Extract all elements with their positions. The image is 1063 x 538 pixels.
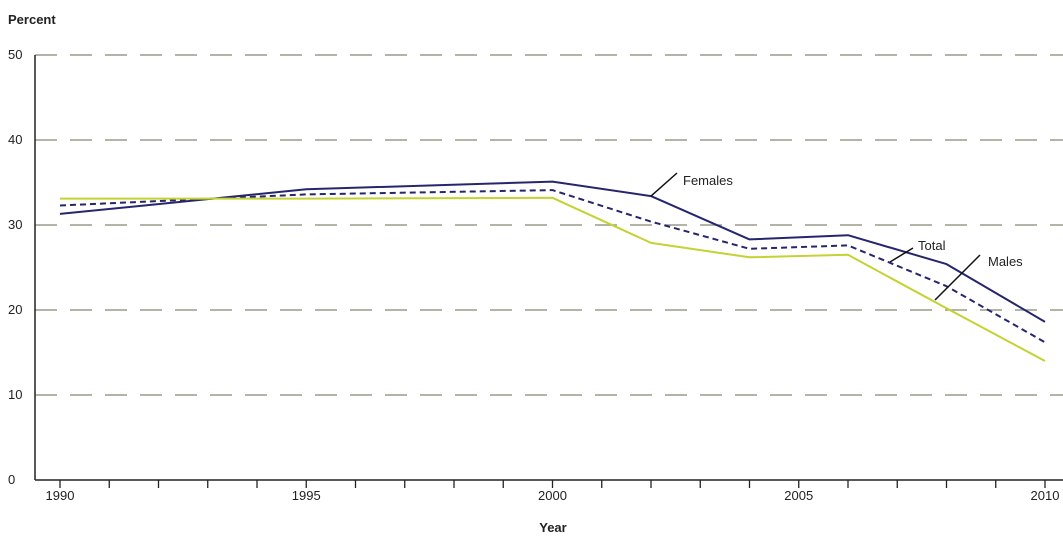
series-line-females <box>59 180 1046 323</box>
y-tick-label: 30 <box>8 217 22 232</box>
annotation-females: Females <box>683 173 733 188</box>
x-tick-label: 2005 <box>784 488 813 503</box>
series-lines <box>59 180 1046 362</box>
annotations: Females Total Males <box>650 172 1023 301</box>
annotation-leader-males <box>934 254 981 301</box>
annotation-total: Total <box>918 238 946 253</box>
x-tick-label: 1995 <box>292 488 321 503</box>
x-tick-label: 2000 <box>538 488 567 503</box>
series-line-total <box>59 189 1046 344</box>
y-tick-label: 10 <box>8 387 22 402</box>
x-axis-title: Year <box>539 520 566 535</box>
annotation-leader-females <box>650 172 678 197</box>
annotation-leader-total <box>889 247 914 263</box>
axes: 0 10 20 30 40 50 1990 1995 2000 2005 2010 <box>8 47 1063 503</box>
y-axis-title: Percent <box>8 12 56 27</box>
annotation-males: Males <box>988 254 1023 269</box>
x-tick-label: 2010 <box>1031 488 1060 503</box>
y-tick-label: 20 <box>8 302 22 317</box>
y-tick-label: 0 <box>8 472 15 487</box>
y-tick-label: 50 <box>8 47 22 62</box>
series-line-males <box>60 196 1046 362</box>
y-tick-label: 40 <box>8 132 22 147</box>
x-tick-label: 1990 <box>46 488 75 503</box>
gridlines <box>35 54 1063 396</box>
